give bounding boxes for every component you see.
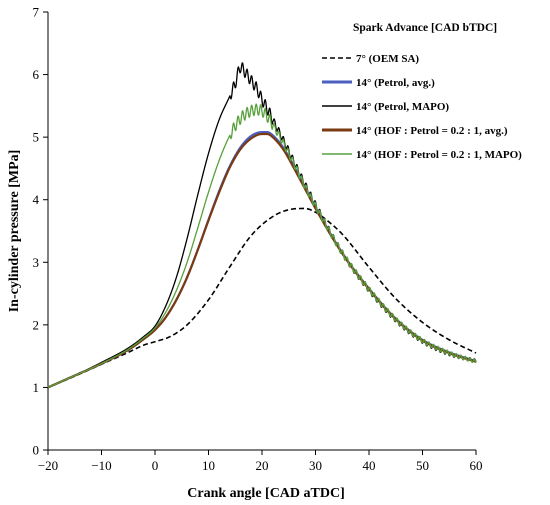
series-line-4 [47,103,477,389]
x-tick-label: 30 [309,458,322,473]
legend-title: Spark Advance [CAD bTDC] [353,22,497,34]
x-tick-label: 20 [256,458,269,473]
y-tick-label: 3 [33,255,40,270]
legend-label-2: 14° (Petrol, MAPO) [356,101,449,113]
legend-label-1: 14° (Petrol, avg.) [356,77,435,89]
series-line-1 [47,131,477,389]
y-tick-label: 5 [33,130,40,145]
legend: 7° (OEM SA) 14° (Petrol, avg.) 14° (Petrol… [322,53,522,161]
axes: −20 −10 0 10 20 30 40 50 60 0 1 2 3 4 5 6 7 [33,5,483,474]
y-tick-label: 7 [33,5,40,20]
x-tick-label: −10 [91,458,111,473]
y-tick-label: 4 [33,192,40,207]
series-lines [47,62,477,389]
y-tick-label: 2 [33,317,40,332]
x-tick-label: −20 [38,458,58,473]
x-axis-title: Crank angle [CAD aTDC] [187,486,345,501]
series-line-0 [47,207,477,389]
legend-label-0: 7° (OEM SA) [356,53,419,65]
y-tick-label: 6 [33,67,40,82]
series-line-3 [47,132,477,389]
legend-label-3: 14° (HOF : Petrol = 0.2 : 1, avg.) [356,125,508,137]
x-tick-label: 40 [363,458,376,473]
y-axis-title: In-cylinder pressure [MPa] [7,150,22,313]
y-tick-label: 0 [33,443,40,458]
y-tick-label: 1 [33,380,40,395]
x-tick-label: 50 [416,458,429,473]
legend-label-4: 14° (HOF : Petrol = 0.2 : 1, MAPO) [356,149,522,161]
x-tick-label: 10 [202,458,215,473]
x-tick-label: 0 [152,458,159,473]
x-tick-label: 60 [470,458,483,473]
